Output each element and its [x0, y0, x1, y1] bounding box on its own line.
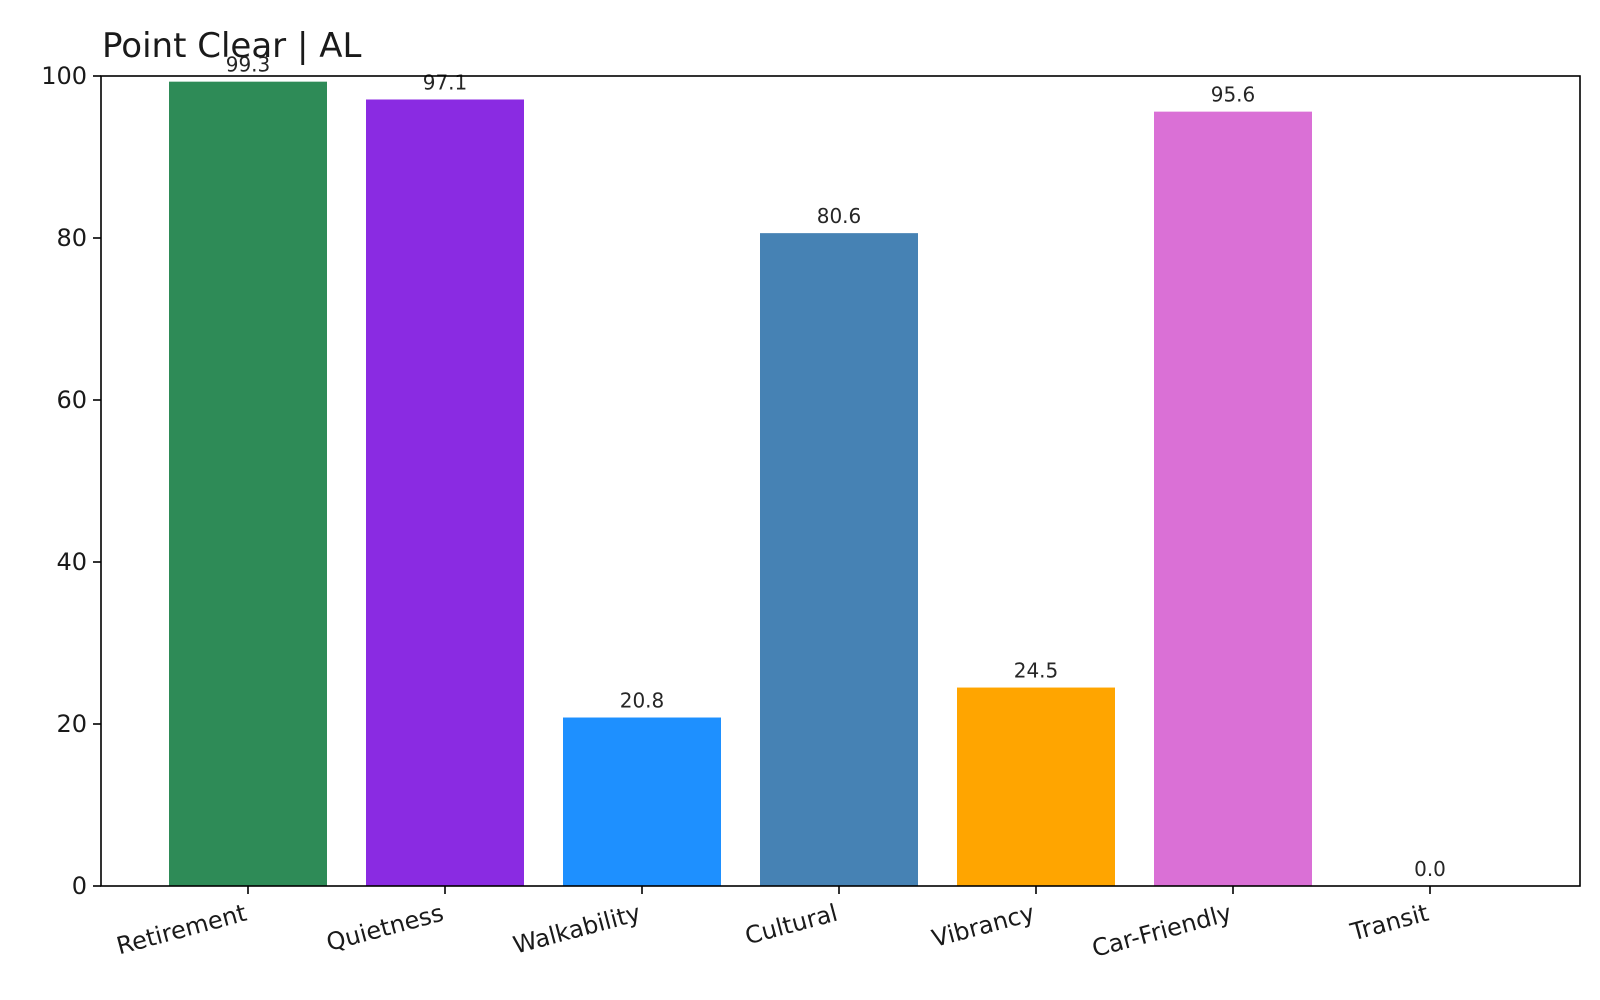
bar-value-labels: 99.3 97.1 20.8 80.6 24.5 95.6 0.0 [226, 53, 1446, 881]
x-tick-label: Transit [1347, 899, 1432, 947]
x-tick-label: Walkability [510, 899, 643, 960]
bar-value-label: 97.1 [423, 70, 468, 94]
chart-title: Point Clear | AL [102, 26, 361, 66]
y-tick-label: 60 [56, 386, 87, 414]
bar-value-label: 80.6 [817, 204, 862, 228]
x-tick-label: Vibrancy [929, 899, 1038, 953]
bar-retirement [169, 81, 327, 887]
bar-value-label: 20.8 [620, 689, 665, 713]
x-tick-label: Retirement [114, 899, 250, 961]
bar-quietness [366, 99, 524, 887]
y-tick-label: 20 [56, 710, 87, 738]
bars-group [169, 81, 1312, 887]
y-axis: 0 20 40 60 80 100 [41, 62, 101, 900]
x-tick-label: Cultural [742, 899, 841, 951]
bar-vibrancy [957, 687, 1115, 886]
y-tick-label: 0 [72, 872, 87, 900]
y-tick-label: 80 [56, 224, 87, 252]
x-axis: Retirement Quietness Walkability Cultural Vi… [114, 886, 1432, 963]
y-tick-label: 100 [41, 62, 87, 90]
bar-car-friendly [1154, 111, 1312, 886]
bar-value-label: 24.5 [1014, 659, 1059, 683]
y-tick-label: 40 [56, 548, 87, 576]
plot-frame [100, 75, 1581, 887]
bar-value-label: 0.0 [1414, 857, 1446, 881]
x-tick-label: Car-Friendly [1089, 899, 1235, 963]
bar-cultural [760, 233, 918, 886]
bar-value-label: 99.3 [226, 53, 271, 77]
bar-value-label: 95.6 [1211, 83, 1256, 107]
x-tick-label: Quietness [323, 899, 446, 957]
bar-walkability [563, 717, 721, 886]
